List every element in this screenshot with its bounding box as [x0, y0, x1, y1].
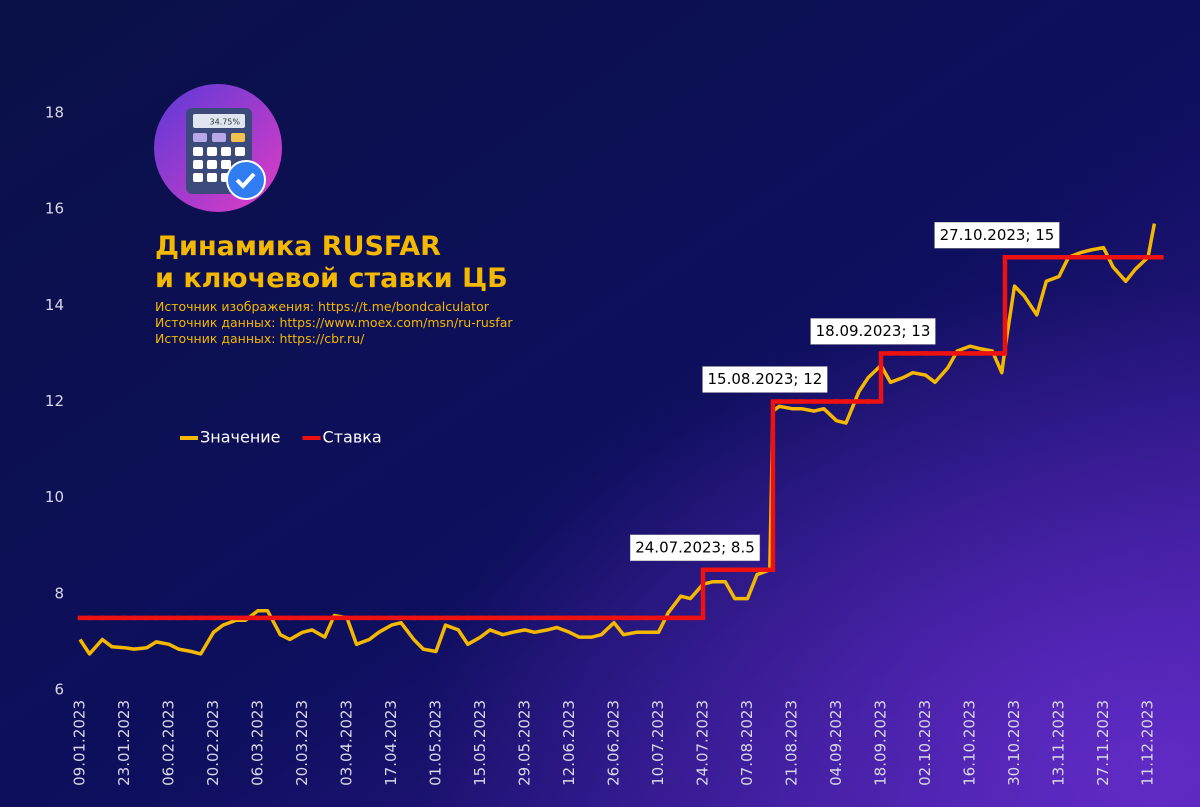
series-line	[78, 223, 1157, 656]
x-tick-label: 12.06.2023	[560, 700, 578, 786]
y-tick-label: 12	[45, 392, 64, 410]
x-tick-label: 06.02.2023	[160, 700, 178, 786]
legend-label: Значение	[200, 428, 281, 447]
annotation-label: 27.10.2023; 15	[940, 226, 1055, 244]
annotation-label: 15.08.2023; 12	[708, 370, 823, 388]
x-tick-label: 11.12.2023	[1139, 700, 1157, 786]
logo-icon: 34.75%	[154, 84, 282, 212]
chart-title: и ключевой ставки ЦБ	[155, 263, 508, 294]
x-tick-label: 07.08.2023	[738, 700, 756, 786]
annotation-box	[629, 534, 761, 562]
chart-title: Динамика RUSFAR	[155, 231, 441, 262]
x-tick-label: 04.09.2023	[827, 700, 845, 786]
x-tick-label: 02.10.2023	[916, 700, 934, 786]
y-tick-label: 6	[54, 681, 64, 699]
annotation-label: 18.09.2023; 13	[816, 322, 931, 340]
annotation-box	[810, 318, 936, 345]
x-tick-label: 26.06.2023	[605, 700, 623, 786]
subtitle: Источник данных: https://www.moex.com/ms…	[155, 315, 513, 330]
x-tick-label: 09.01.2023	[71, 700, 89, 786]
subtitle: Источник изображения: https://t.me/bondc…	[155, 299, 490, 314]
step-line	[77, 255, 1164, 621]
annotation-box	[934, 222, 1060, 249]
y-tick-label: 8	[54, 584, 64, 602]
annotation-label: 24.07.2023; 8.5	[635, 538, 755, 556]
x-tick-label: 06.03.2023	[249, 700, 267, 786]
x-tick-label: 27.11.2023	[1094, 700, 1112, 786]
x-tick-label: 29.05.2023	[516, 700, 534, 786]
y-tick-label: 16	[45, 200, 64, 218]
y-tick-label: 10	[45, 488, 64, 506]
x-tick-label: 20.02.2023	[204, 700, 222, 786]
x-tick-label: 16.10.2023	[961, 700, 979, 786]
x-tick-label: 13.11.2023	[1050, 700, 1068, 786]
x-tick-label: 15.05.2023	[471, 700, 489, 786]
x-tick-label: 10.07.2023	[649, 700, 667, 786]
x-tick-label: 01.05.2023	[427, 700, 445, 786]
x-tick-label: 23.01.2023	[115, 700, 133, 786]
subtitle: Источник данных: https://cbr.ru/	[155, 331, 365, 346]
x-tick-label: 03.04.2023	[338, 700, 356, 786]
y-tick-label: 14	[45, 296, 64, 314]
icon-text: 34.75%	[209, 118, 240, 127]
x-tick-label: 20.03.2023	[293, 700, 311, 786]
y-tick-label: 18	[45, 104, 64, 122]
x-tick-label: 18.09.2023	[872, 700, 890, 786]
x-tick-label: 24.07.2023	[694, 700, 712, 786]
x-tick-label: 21.08.2023	[783, 700, 801, 786]
x-tick-label: 30.10.2023	[1005, 700, 1023, 786]
x-tick-label: 17.04.2023	[382, 700, 400, 786]
legend-label: Ставка	[323, 428, 382, 447]
annotation-box	[702, 366, 828, 393]
